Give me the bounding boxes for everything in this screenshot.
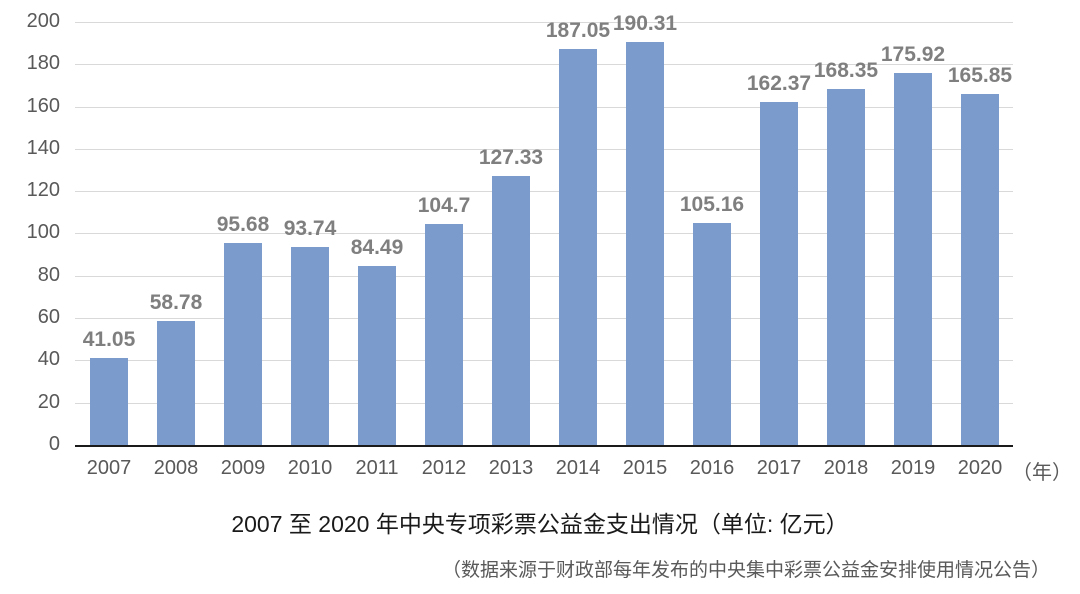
x-tick-label: 2012 bbox=[421, 457, 467, 479]
gridline bbox=[75, 318, 1013, 319]
gridline bbox=[75, 276, 1013, 277]
value-label: 168.35 bbox=[813, 59, 879, 82]
chart-title: 2007 至 2020 年中央专项彩票公益金支出情况（单位: 亿元） bbox=[231, 511, 849, 537]
x-tick-label: 2017 bbox=[756, 457, 802, 479]
gridline bbox=[75, 22, 1013, 23]
y-tick-label: 40 bbox=[37, 348, 60, 370]
bar-2011 bbox=[358, 266, 396, 445]
x-axis-line bbox=[75, 445, 1013, 447]
value-label: 93.74 bbox=[283, 217, 337, 240]
bar-2014 bbox=[559, 49, 597, 445]
bar-2017 bbox=[760, 102, 798, 445]
gridline bbox=[75, 233, 1013, 234]
bar-2015 bbox=[626, 42, 664, 445]
chart-source-note: （数据来源于财政部每年发布的中央集中彩票公益金安排使用情况公告） bbox=[441, 560, 1050, 581]
x-tick-label: 2011 bbox=[355, 457, 399, 479]
value-label: 190.31 bbox=[612, 12, 678, 35]
x-tick-label: 2009 bbox=[220, 457, 266, 479]
bar-2007 bbox=[90, 358, 128, 445]
value-label: 127.33 bbox=[478, 146, 544, 169]
gridline bbox=[75, 403, 1013, 404]
value-label: 95.68 bbox=[216, 213, 270, 236]
value-label: 104.7 bbox=[417, 194, 471, 217]
gridline bbox=[75, 64, 1013, 65]
gridline bbox=[75, 360, 1013, 361]
y-tick-label: 120 bbox=[26, 179, 60, 201]
bar-2012 bbox=[425, 224, 463, 445]
x-tick-label: 2020 bbox=[957, 457, 1003, 479]
bar-2019 bbox=[894, 73, 932, 445]
bar-2020 bbox=[961, 94, 999, 445]
bar-2013 bbox=[492, 176, 530, 445]
gridline bbox=[75, 107, 1013, 108]
y-tick-label: 0 bbox=[48, 433, 60, 455]
bar-2008 bbox=[157, 321, 195, 445]
bar-2010 bbox=[291, 247, 329, 445]
gridline bbox=[75, 191, 1013, 192]
bar-2016 bbox=[693, 223, 731, 445]
value-label: 175.92 bbox=[880, 43, 946, 66]
y-tick-label: 180 bbox=[26, 52, 60, 74]
value-label: 105.16 bbox=[679, 193, 745, 216]
y-tick-label: 140 bbox=[26, 137, 60, 159]
y-tick-label: 20 bbox=[37, 391, 60, 413]
bar-2009 bbox=[224, 243, 262, 445]
x-tick-label: 2019 bbox=[890, 457, 936, 479]
value-label: 84.49 bbox=[350, 236, 404, 259]
value-label: 58.78 bbox=[149, 291, 203, 314]
value-label: 165.85 bbox=[947, 64, 1013, 87]
x-tick-label: 2015 bbox=[622, 457, 668, 479]
x-tick-label: 2018 bbox=[823, 457, 869, 479]
x-tick-label: 2016 bbox=[689, 457, 735, 479]
y-tick-label: 160 bbox=[26, 95, 60, 117]
y-tick-label: 80 bbox=[37, 264, 60, 286]
value-label: 41.05 bbox=[82, 328, 136, 351]
x-axis-unit: （年） bbox=[1012, 462, 1072, 484]
y-tick-label: 200 bbox=[26, 10, 60, 32]
x-tick-label: 2014 bbox=[555, 457, 601, 479]
x-tick-label: 2013 bbox=[488, 457, 534, 479]
x-tick-label: 2008 bbox=[153, 457, 199, 479]
y-tick-label: 100 bbox=[26, 221, 60, 243]
bar-2018 bbox=[827, 89, 865, 445]
gridline bbox=[75, 149, 1013, 150]
value-label: 187.05 bbox=[545, 19, 611, 42]
value-label: 162.37 bbox=[746, 72, 812, 95]
x-tick-label: 2010 bbox=[287, 457, 333, 479]
x-tick-label: 2007 bbox=[86, 457, 132, 479]
y-tick-label: 60 bbox=[37, 306, 60, 328]
